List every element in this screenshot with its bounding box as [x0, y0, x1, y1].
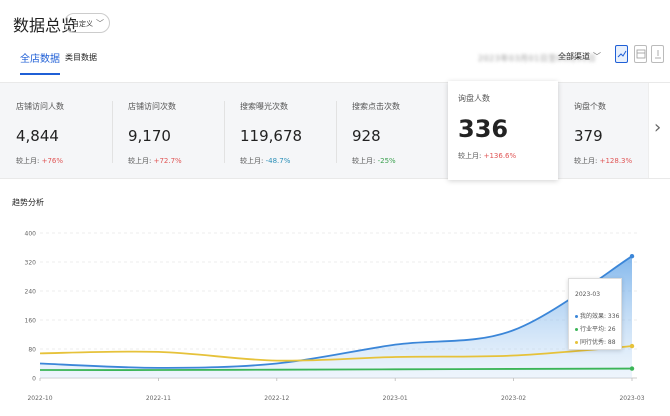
x-tick-label: 2023-03 — [619, 395, 644, 402]
metric-label: 搜索点击次数 — [352, 102, 400, 111]
x-axis-ticks: 2022-10 2022-11 2022-12 2023-01 2023-02 2023-… — [27, 378, 645, 402]
tooltip-title: 2023-03 — [575, 291, 601, 298]
compare-label: 较上月: — [574, 157, 598, 165]
tooltip-row-label: 我的效果: 336 — [580, 313, 620, 320]
series-point-mine — [629, 254, 635, 259]
metric-compare: 较上月: +128.3% — [574, 156, 632, 166]
compare-change: +72.7% — [153, 157, 182, 165]
metric-label: 店铺访问人数 — [16, 102, 64, 111]
chevron-right-icon: › — [654, 117, 662, 138]
y-axis-ticks: 0 80 160 240 320 400 — [25, 231, 37, 383]
y-tick-label: 400 — [25, 231, 37, 238]
table-icon — [636, 49, 646, 59]
metric-compare: 较上月: +136.6% — [458, 151, 516, 161]
compare-label: 较上月: — [352, 157, 376, 165]
tooltip-row-industry: 行业平均: 26 — [575, 324, 616, 333]
metrics-bar: 店铺访问人数 4,844 较上月: +76% 店铺访问次数 9,170 较上月:… — [0, 81, 670, 180]
metric-value: 4,844 — [16, 127, 59, 145]
compare-label: 较上月: — [128, 157, 152, 165]
series-line-peer — [39, 345, 633, 362]
metric-card-search-impressions[interactable]: 搜索曝光次数 119,678 较上月: -48.7% — [224, 83, 336, 178]
y-tick-label: 240 — [25, 289, 37, 296]
metric-label: 询盘人数 — [458, 94, 490, 103]
channel-value: 全部渠道 — [558, 52, 590, 61]
x-tick-label: 2022-12 — [264, 395, 289, 402]
compare-change: +136.6% — [483, 152, 517, 160]
chart-series — [39, 254, 635, 378]
y-tick-label: 80 — [28, 347, 36, 354]
compare-label: 较上月: — [458, 152, 482, 160]
page-title: 数据总览 — [13, 16, 78, 35]
date-range-dropdown[interactable]: 自定义 ﹀ — [64, 13, 110, 33]
metric-compare: 较上月: -25% — [352, 156, 396, 166]
compare-change: -48.7% — [265, 157, 291, 165]
tooltip-row-label: 同行优秀: 88 — [580, 339, 616, 346]
divider — [224, 101, 225, 163]
date-range-value: 自定义 — [72, 20, 93, 28]
metric-value: 119,678 — [240, 127, 303, 145]
tooltip-row-mine: 我的效果: 336 — [575, 311, 619, 320]
channel-dropdown[interactable]: 全部渠道 ﹀ — [558, 51, 601, 62]
metric-value: 928 — [352, 127, 381, 145]
compare-change: -25% — [377, 157, 396, 165]
metric-compare: 较上月: -48.7% — [240, 156, 290, 166]
tooltip-row-peer: 同行优秀: 88 — [575, 337, 616, 346]
chevron-down-icon: ﹀ — [593, 52, 601, 61]
x-tick-label: 2022-10 — [27, 395, 52, 402]
x-tick-label: 2023-01 — [383, 395, 408, 402]
series-line-mine — [39, 255, 633, 369]
x-tick-label: 2023-02 — [501, 395, 526, 402]
series-point-peer — [629, 343, 635, 349]
y-tick-label: 160 — [25, 318, 37, 325]
download-icon — [655, 50, 661, 59]
legend-dot — [575, 328, 578, 331]
header: 数据总览 自定义 ﹀ 全店数据 类目数据 2023年03月01日至03月31日 … — [0, 0, 670, 80]
legend-dot — [575, 315, 578, 318]
compare-change: +76% — [41, 157, 64, 165]
metric-label: 店铺访问次数 — [128, 102, 176, 111]
metric-value: 9,170 — [128, 127, 171, 145]
metric-value: 379 — [574, 127, 603, 145]
series-area-mine — [40, 256, 632, 378]
y-tick-label: 0 — [32, 376, 36, 383]
metric-value: 336 — [458, 115, 509, 143]
trend-title: 趋势分析 — [12, 198, 44, 207]
metric-card-inquiry-count[interactable]: 询盘个数 379 较上月: +128.3% — [558, 83, 648, 178]
line-chart-icon — [617, 50, 627, 58]
chart-tooltip: 2023-03 我的效果: 336 行业平均: 26 同行优秀: 88 — [568, 278, 622, 350]
chevron-down-icon: ﹀ — [96, 19, 104, 28]
metric-card-store-visits[interactable]: 店铺访问次数 9,170 较上月: +72.7% — [112, 83, 224, 178]
table-view-button[interactable] — [634, 45, 647, 63]
tab-category-data[interactable]: 类目数据 — [65, 53, 97, 62]
next-metrics-button[interactable]: › — [648, 83, 670, 178]
compare-change: +128.3% — [599, 157, 633, 165]
download-button[interactable] — [651, 45, 664, 63]
x-tick-label: 2022-11 — [146, 395, 171, 402]
tooltip-row-label: 行业平均: 26 — [580, 326, 616, 333]
compare-label: 较上月: — [240, 157, 264, 165]
metric-card-search-clicks[interactable]: 搜索点击次数 928 较上月: -25% — [336, 83, 448, 178]
line-chart-view-button[interactable] — [615, 45, 628, 63]
series-point-industry — [629, 366, 635, 371]
metric-compare: 较上月: +76% — [16, 156, 63, 166]
blurred-date-range: 2023年03月01日至03月31日 — [478, 54, 597, 63]
metric-label: 询盘个数 — [574, 102, 606, 111]
metric-card-inquiry-people[interactable]: 询盘人数 336 较上月: +136.6% — [448, 81, 558, 180]
series-line-industry — [39, 367, 633, 371]
divider — [112, 101, 113, 163]
metric-compare: 较上月: +72.7% — [128, 156, 182, 166]
legend-dot — [575, 341, 578, 344]
metric-card-store-visitors[interactable]: 店铺访问人数 4,844 较上月: +76% — [0, 83, 112, 178]
compare-label: 较上月: — [16, 157, 40, 165]
metric-label: 搜索曝光次数 — [240, 102, 288, 111]
y-tick-label: 320 — [25, 260, 37, 267]
tab-store-data[interactable]: 全店数据 — [20, 50, 60, 75]
divider — [336, 101, 337, 163]
